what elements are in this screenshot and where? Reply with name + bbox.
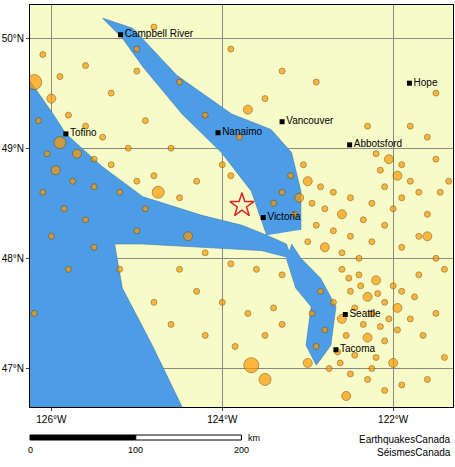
svg-text:0: 0	[28, 445, 33, 455]
svg-text:47°N: 47°N	[2, 363, 24, 374]
svg-text:200: 200	[234, 445, 249, 455]
svg-text:124°W: 124°W	[207, 414, 238, 425]
svg-text:Tofino: Tofino	[70, 127, 97, 138]
svg-text:EarthquakesCanada: EarthquakesCanada	[359, 434, 451, 445]
svg-text:Abbotsford: Abbotsford	[354, 138, 402, 149]
svg-text:122°W: 122°W	[378, 414, 409, 425]
svg-text:Victoria: Victoria	[267, 211, 301, 222]
svg-text:Campbell River: Campbell River	[125, 28, 194, 39]
svg-text:Seattle: Seattle	[349, 308, 381, 319]
svg-text:Vancouver: Vancouver	[286, 115, 334, 126]
svg-text:126°W: 126°W	[36, 414, 67, 425]
svg-text:Nanaimo: Nanaimo	[222, 126, 262, 137]
svg-text:50°N: 50°N	[2, 33, 24, 44]
svg-text:100: 100	[128, 445, 143, 455]
svg-text:49°N: 49°N	[2, 143, 24, 154]
svg-text:Hope: Hope	[414, 77, 438, 88]
svg-text:Tacoma: Tacoma	[340, 343, 375, 354]
svg-text:SéismesCanada: SéismesCanada	[377, 447, 451, 458]
svg-text:48°N: 48°N	[2, 253, 24, 264]
svg-text:km: km	[248, 433, 260, 443]
